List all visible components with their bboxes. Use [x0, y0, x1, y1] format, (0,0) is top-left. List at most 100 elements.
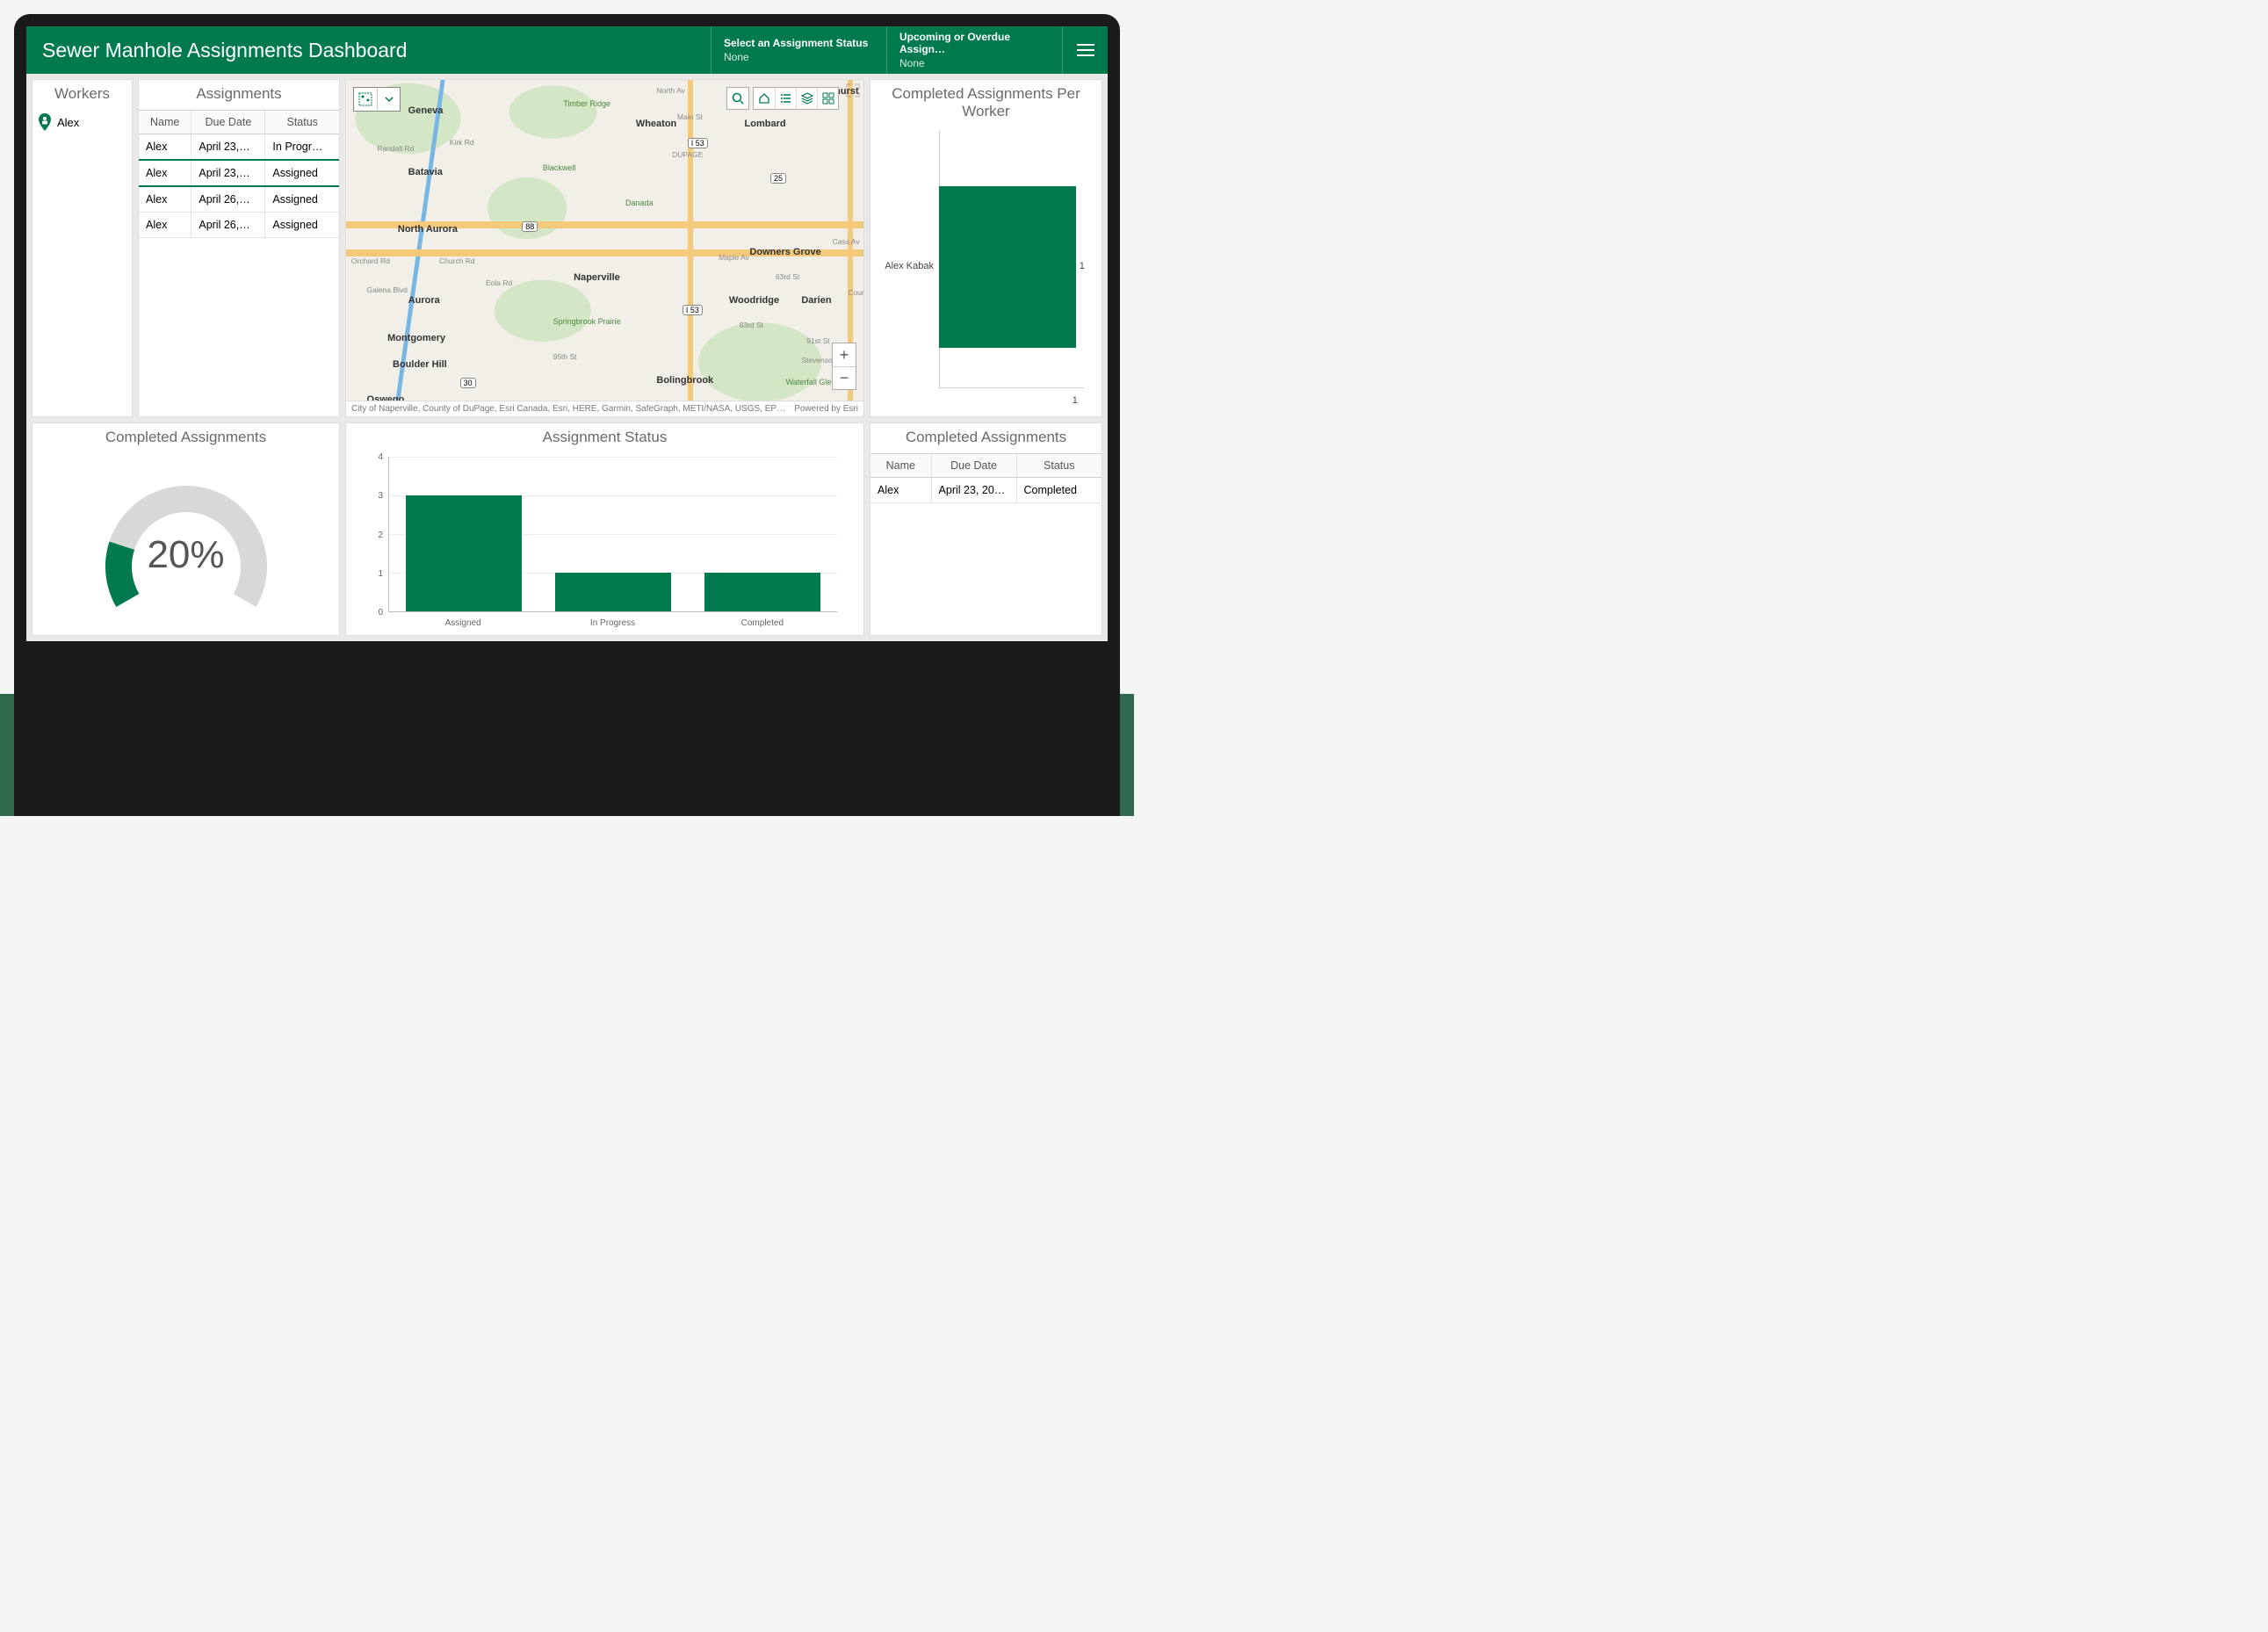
status-tick-label: 4 — [364, 452, 383, 462]
dashboard-screen: Sewer Manhole Assignments Dashboard Sele… — [26, 26, 1108, 641]
table-cell: Alex — [870, 478, 931, 503]
cpw-tick-label: 1 — [1073, 395, 1078, 406]
zoom-out-button[interactable]: − — [833, 366, 856, 389]
table-cell: Completed — [1016, 478, 1101, 503]
search-icon — [732, 92, 744, 105]
expand-button[interactable] — [846, 83, 860, 97]
cpw-value-label: 1 — [1080, 261, 1085, 271]
map-layers-button[interactable] — [796, 88, 817, 109]
map-city-label: Woodridge — [729, 295, 779, 306]
menu-button[interactable] — [1062, 26, 1108, 74]
table-cell: Alex — [139, 186, 191, 213]
status-tick-label: 2 — [364, 531, 383, 540]
map-route-shield: I 53 — [683, 305, 703, 315]
home-icon — [758, 92, 770, 105]
upcoming-selector[interactable]: Upcoming or Overdue Assign… None — [886, 26, 1062, 74]
table-row[interactable]: AlexApril 23,…Assigned — [139, 160, 339, 186]
grid-line — [389, 457, 837, 458]
select-icon — [358, 92, 372, 106]
map-search-button[interactable] — [727, 88, 748, 109]
map-selection-tool — [353, 87, 401, 112]
completed-panel: Completed Assignments NameDue DateStatus… — [870, 422, 1102, 636]
map-road-label: Galena Blvd — [367, 285, 408, 294]
map-park-label: Springbrook Prairie — [553, 317, 621, 326]
table-cell: Alex — [139, 134, 191, 161]
map-city-label: Aurora — [408, 295, 440, 306]
map-basemap-button[interactable] — [817, 88, 838, 109]
map-city-label: Wheaton — [636, 119, 676, 129]
map-city-label: Boulder Hill — [393, 359, 447, 370]
table-cell: April 23,… — [191, 160, 265, 186]
hamburger-icon — [1077, 44, 1094, 56]
status-chart: 01234AssignedIn ProgressCompleted — [364, 453, 846, 630]
status-panel: Assignment Status 01234AssignedIn Progre… — [345, 422, 864, 636]
map-city-label: Batavia — [408, 167, 443, 177]
status-title: Assignment Status — [346, 423, 863, 453]
completed-per-worker-panel: Completed Assignments Per Worker Alex Ka… — [870, 79, 1102, 417]
table-header[interactable]: Status — [265, 111, 339, 134]
completed-table: NameDue DateStatus AlexApril 23, 20…Comp… — [870, 453, 1101, 503]
worker-name: Alex — [57, 116, 79, 129]
map-legend-button[interactable] — [775, 88, 796, 109]
table-cell: April 26,… — [191, 213, 265, 238]
page-title: Sewer Manhole Assignments Dashboard — [26, 26, 711, 74]
dashboard-body: Workers Alex Assignments NameDue DateSta… — [26, 74, 1108, 641]
table-row[interactable]: AlexApril 26,…Assigned — [139, 186, 339, 213]
map-city-label: Geneva — [408, 105, 444, 116]
workers-panel: Workers Alex — [32, 79, 133, 417]
status-bar — [555, 573, 672, 611]
map-city-label: Downers Grove — [749, 247, 820, 257]
upcoming-selector-value: None — [899, 57, 1050, 69]
map-canvas[interactable]: GenevaBataviaNorth AuroraAuroraMontgomer… — [345, 79, 864, 401]
chevron-down-icon — [385, 95, 394, 104]
status-category-label: Completed — [741, 618, 784, 628]
select-tool-button[interactable] — [354, 88, 377, 111]
select-dropdown-button[interactable] — [377, 88, 400, 111]
status-selector[interactable]: Select an Assignment Status None — [711, 26, 886, 74]
table-header[interactable]: Name — [870, 454, 931, 478]
zoom-in-button[interactable]: + — [833, 343, 856, 366]
map-road-label: Orchard Rd — [351, 256, 390, 265]
map-route-shield: 88 — [522, 221, 538, 232]
table-cell: In Progr… — [265, 134, 339, 161]
table-cell: Assigned — [265, 186, 339, 213]
table-row[interactable]: AlexApril 26,…Assigned — [139, 213, 339, 238]
gauge-arc — [105, 541, 139, 606]
status-tick-label: 0 — [364, 608, 383, 617]
status-category-label: In Progress — [590, 618, 635, 628]
map-park-label: Danada — [625, 199, 654, 207]
gauge-value: 20% — [147, 533, 224, 577]
header-bar: Sewer Manhole Assignments Dashboard Sele… — [26, 26, 1108, 74]
worker-item[interactable]: Alex — [33, 110, 132, 134]
table-cell: April 23, 20… — [931, 478, 1016, 503]
cpw-bar — [939, 186, 1076, 348]
map-city-label: Bolingbrook — [656, 375, 713, 386]
map-city-label: Montgomery — [387, 333, 445, 343]
table-cell: April 23,… — [191, 134, 265, 161]
workers-title: Workers — [33, 80, 132, 110]
attribution-text: City of Naperville, County of DuPage, Es… — [351, 404, 785, 414]
grid-icon — [822, 92, 834, 105]
table-header[interactable]: Due Date — [931, 454, 1016, 478]
table-header[interactable]: Status — [1016, 454, 1101, 478]
map-route-shield: 30 — [460, 378, 476, 388]
worker-pin-icon — [38, 113, 52, 131]
status-bar — [704, 573, 821, 611]
table-header[interactable]: Due Date — [191, 111, 265, 134]
map-city-label: Oswego — [367, 394, 405, 401]
table-header[interactable]: Name — [139, 111, 191, 134]
map-road-label: 63rd St — [776, 272, 799, 281]
map-toolbar — [726, 87, 839, 110]
table-row[interactable]: AlexApril 23,…In Progr… — [139, 134, 339, 161]
map-panel: GenevaBataviaNorth AuroraAuroraMontgomer… — [345, 79, 864, 417]
map-home-button[interactable] — [754, 88, 775, 109]
map-city-label: Darien — [801, 295, 831, 306]
status-selector-label: Select an Assignment Status — [724, 37, 874, 49]
table-cell: Assigned — [265, 213, 339, 238]
map-road-label: North Av — [656, 86, 684, 95]
table-row[interactable]: AlexApril 23, 20…Completed — [870, 478, 1101, 503]
table-cell: April 26,… — [191, 186, 265, 213]
map-road-label: Randall Rd — [377, 144, 414, 153]
status-selector-value: None — [724, 51, 874, 63]
map-road-label: County Line Rd — [848, 288, 864, 297]
